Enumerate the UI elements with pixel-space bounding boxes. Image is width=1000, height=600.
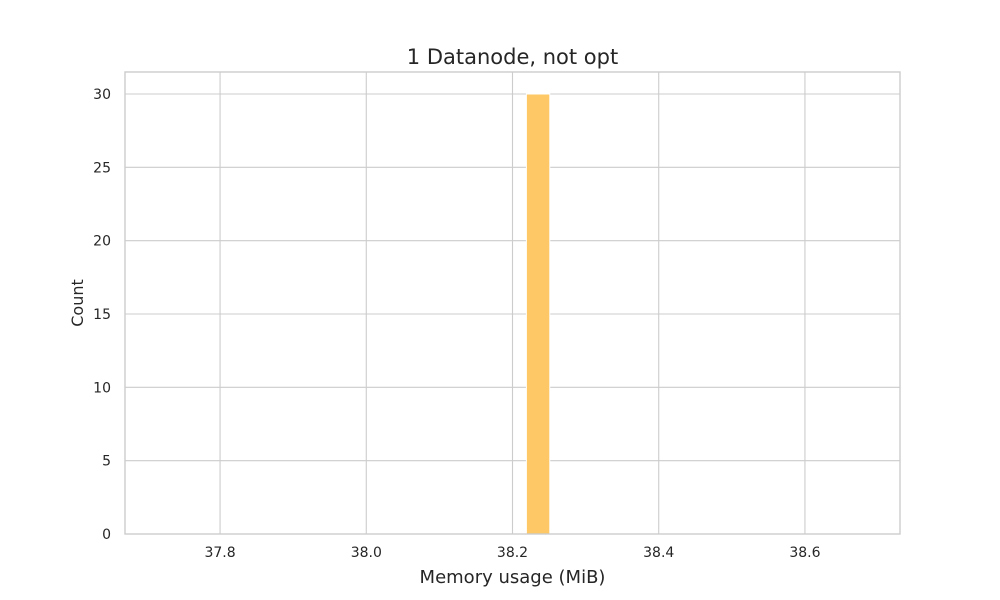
x-tick-label: 37.8 — [204, 545, 235, 561]
x-axis-label: Memory usage (MiB) — [420, 567, 606, 588]
y-tick-label: 25 — [93, 160, 111, 176]
x-tick-labels: 37.8 38.0 38.2 38.4 38.6 — [204, 545, 820, 561]
y-tick-label: 15 — [93, 307, 111, 323]
histogram-bars — [525, 93, 551, 535]
grid — [125, 72, 900, 535]
x-tick-label: 38.2 — [497, 545, 528, 561]
y-tick-label: 10 — [93, 380, 111, 396]
x-tick-label: 38.6 — [789, 545, 820, 561]
y-tick-label: 0 — [102, 527, 111, 543]
y-tick-labels: 0 5 10 15 20 25 30 — [93, 87, 111, 543]
y-tick-label: 20 — [93, 234, 111, 250]
plot-frame — [124, 71, 901, 535]
chart-title: 1 Datanode, not opt — [407, 45, 618, 69]
x-tick-label: 38.0 — [351, 545, 382, 561]
x-tick-label: 38.4 — [643, 545, 674, 561]
histogram-bar — [525, 93, 551, 535]
y-tick-label: 5 — [102, 454, 111, 470]
y-axis-label: Count — [68, 279, 87, 327]
y-tick-label: 30 — [93, 87, 111, 103]
